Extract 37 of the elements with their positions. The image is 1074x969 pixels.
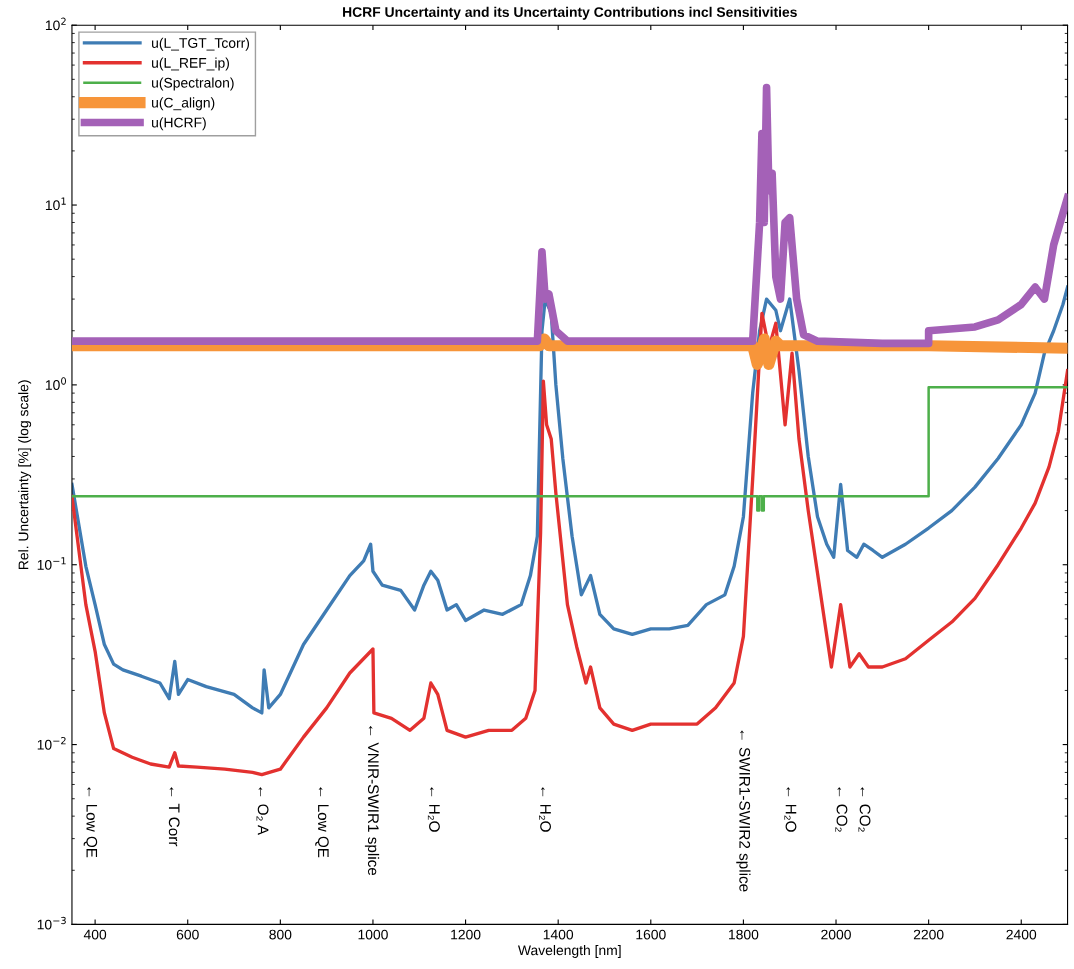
legend-label: u(L_REF_ip) bbox=[152, 57, 229, 71]
x-tick-label: 2400 bbox=[1006, 929, 1037, 940]
x-axis-title: Wavelength [nm] bbox=[517, 945, 621, 958]
y-tick-label: 10$^{−1}$ bbox=[37, 557, 66, 570]
y-tick-label: 10$^{−3}$ bbox=[37, 916, 66, 930]
line-series bbox=[71, 285, 1068, 715]
x-tick-label: 1800 bbox=[729, 929, 759, 940]
y-tick-label: 10$^{−2}$ bbox=[37, 736, 66, 750]
y-axis-title: Rel. Uncertainty [%] (log scale) bbox=[18, 380, 32, 569]
annotation: ← VNIR-SWIR1 splice bbox=[364, 726, 380, 876]
y-tick-label: 10$^{2}$ bbox=[45, 17, 66, 31]
annotation: ← Low QE bbox=[83, 787, 98, 858]
x-tick-label: 600 bbox=[176, 929, 199, 940]
annotation: ← H₂O bbox=[539, 787, 551, 832]
y-tick-label: 10$^{1}$ bbox=[45, 197, 66, 211]
y-tick-label: 10$^{0}$ bbox=[45, 377, 66, 390]
x-tick-label: 1000 bbox=[358, 929, 388, 940]
legend-label: u(C_align) bbox=[152, 97, 215, 111]
x-tick-label: 2200 bbox=[913, 929, 944, 940]
annotation: ← CO₂ bbox=[835, 787, 848, 832]
annotation: ← CO₂ bbox=[858, 787, 871, 832]
annotation: ← Low QE bbox=[315, 787, 329, 858]
x-tick-label: 1200 bbox=[451, 929, 481, 940]
x-tick-label: 2000 bbox=[821, 929, 851, 940]
x-tick-label: 1400 bbox=[543, 929, 574, 940]
x-tick-label: 400 bbox=[83, 929, 107, 940]
legend-label: u(HCRF) bbox=[152, 117, 206, 131]
chart-title: HCRF Uncertainty and its Uncertainty Contributions incl Sensitivities bbox=[343, 6, 797, 20]
annotation: ← H₂O bbox=[427, 787, 440, 832]
x-tick-label: 800 bbox=[269, 929, 292, 940]
legend-label: u(L_TGT_Tcorr) bbox=[152, 37, 250, 51]
annotation: ← T Corr bbox=[168, 787, 180, 847]
legend-label: u(Spectralon) bbox=[152, 77, 234, 91]
annotation: ← SWIR1-SWIR2 splice bbox=[736, 730, 751, 892]
x-tick-label: 1600 bbox=[636, 929, 666, 940]
annotation: ← O₂ A bbox=[256, 787, 269, 836]
annotation: ← H₂O bbox=[784, 787, 797, 832]
